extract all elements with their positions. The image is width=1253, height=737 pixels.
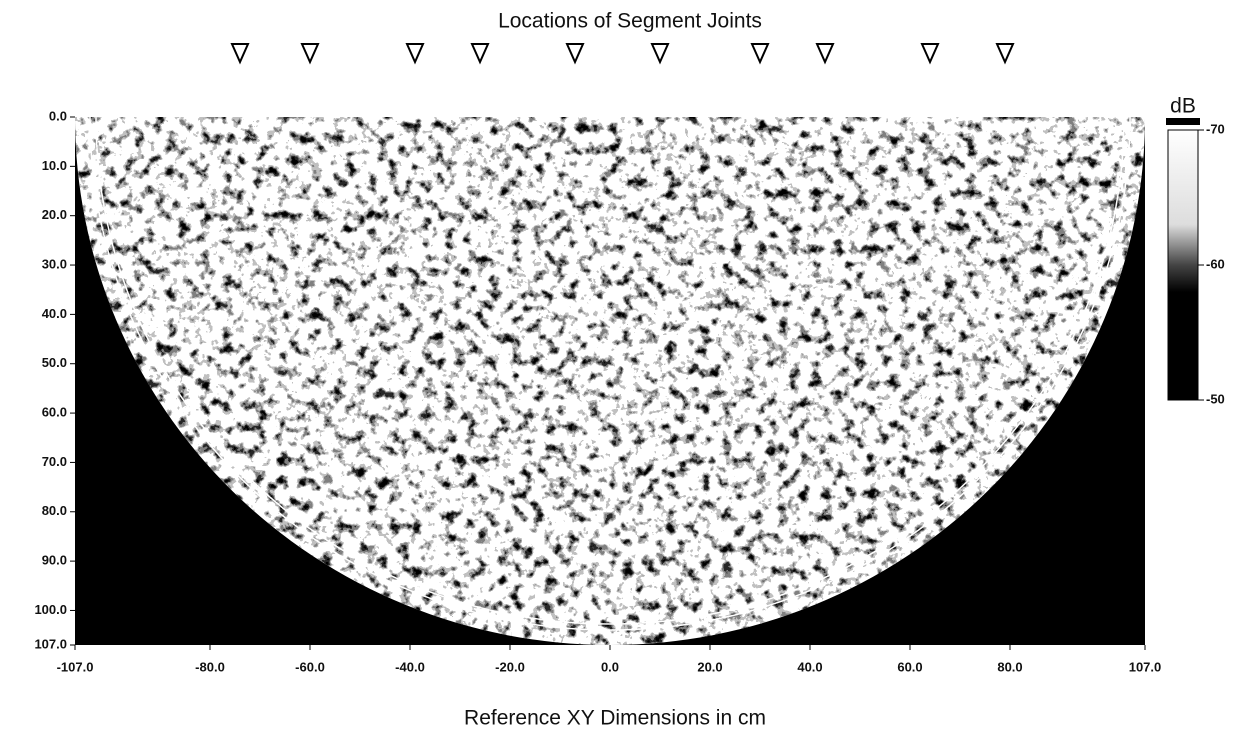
colorbar-tick-label: -60 — [1206, 256, 1225, 271]
y-tick-label: 40.0 — [42, 306, 67, 321]
joint-marker — [752, 44, 768, 62]
joint-marker — [922, 44, 938, 62]
chart-title: Locations of Segment Joints — [498, 10, 762, 33]
x-tick-label: -20.0 — [495, 659, 525, 674]
joint-marker — [472, 44, 488, 62]
y-tick-label: 107.0 — [34, 636, 67, 651]
x-tick-label: 20.0 — [697, 659, 722, 674]
y-tick-label: 90.0 — [42, 553, 67, 568]
chart: Locations of Segment Joints Reference XY… — [0, 0, 1253, 737]
joint-marker — [652, 44, 668, 62]
x-tick-label: -80.0 — [195, 659, 225, 674]
x-tick-label: 0.0 — [601, 659, 619, 674]
x-tick-label: -40.0 — [395, 659, 425, 674]
x-tick-label: 60.0 — [897, 659, 922, 674]
joint-marker — [407, 44, 423, 62]
y-tick-label: 100.0 — [34, 602, 67, 617]
x-tick-label: 107.0 — [1129, 659, 1162, 674]
joint-marker — [567, 44, 583, 62]
y-tick-label: 50.0 — [42, 355, 67, 370]
y-tick-label: 20.0 — [42, 207, 67, 222]
joint-marker — [302, 44, 318, 62]
x-tick-label: 40.0 — [797, 659, 822, 674]
y-tick-label: 80.0 — [42, 503, 67, 518]
x-tick-label: 80.0 — [997, 659, 1022, 674]
x-tick-label: -60.0 — [295, 659, 325, 674]
colorbar-tick-label: -50 — [1206, 391, 1225, 406]
y-tick-label: 0.0 — [49, 108, 67, 123]
colorbar — [1168, 130, 1198, 400]
joint-marker — [817, 44, 833, 62]
y-tick-label: 10.0 — [42, 158, 67, 173]
x-axis-label: Reference XY Dimensions in cm — [464, 707, 766, 730]
colorbar-label: dB — [1170, 95, 1196, 118]
joint-marker — [997, 44, 1013, 62]
colorbar-cap — [1166, 118, 1200, 125]
y-tick-label: 60.0 — [42, 405, 67, 420]
colorbar-tick-label: -70 — [1206, 121, 1225, 136]
joint-marker — [232, 44, 248, 62]
x-tick-label: -107.0 — [57, 659, 94, 674]
y-tick-label: 70.0 — [42, 454, 67, 469]
y-tick-label: 30.0 — [42, 256, 67, 271]
